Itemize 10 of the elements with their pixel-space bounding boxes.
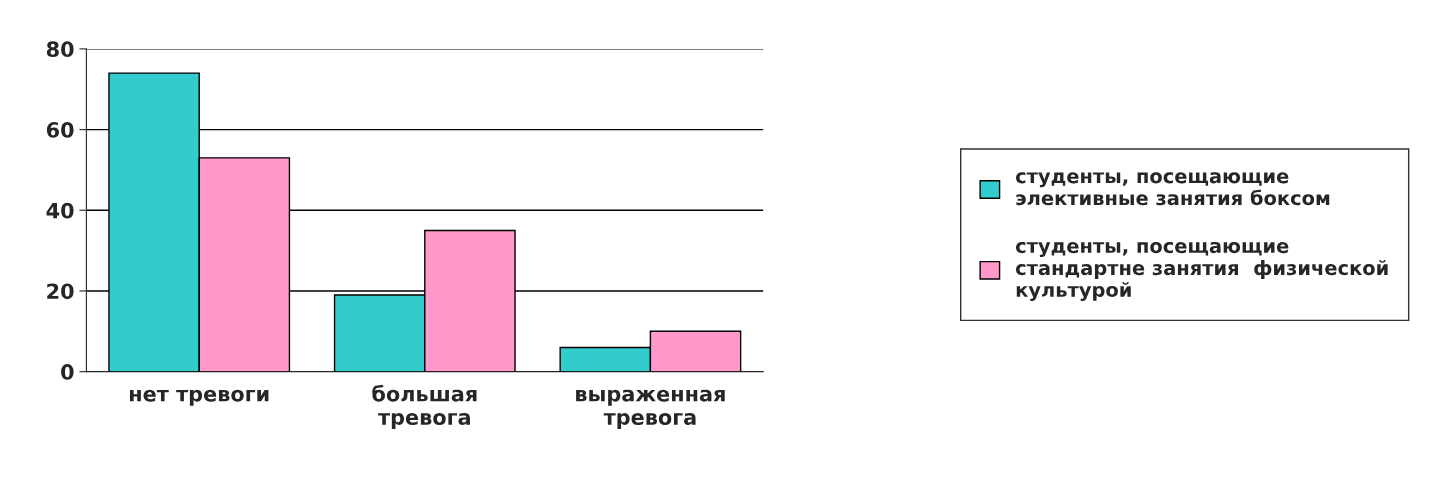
x-tick-label: выраженная тревога (576, 389, 725, 430)
legend-label: студенты, посещающие стандартне занятия физической культурой (1015, 241, 1388, 301)
y-tick-label: 40 (46, 202, 74, 219)
legend-label: студенты, посещающие элективные занятия боксом (1015, 172, 1330, 206)
y-tick-label: 20 (47, 283, 74, 300)
y-tick-label: 60 (46, 122, 74, 138)
y-tick-label: 0 (61, 364, 74, 380)
x-tick-label: нет тревоги (129, 389, 269, 406)
y-tick-label: 80 (46, 41, 74, 58)
x-tick-label: большая тревога (372, 384, 477, 430)
